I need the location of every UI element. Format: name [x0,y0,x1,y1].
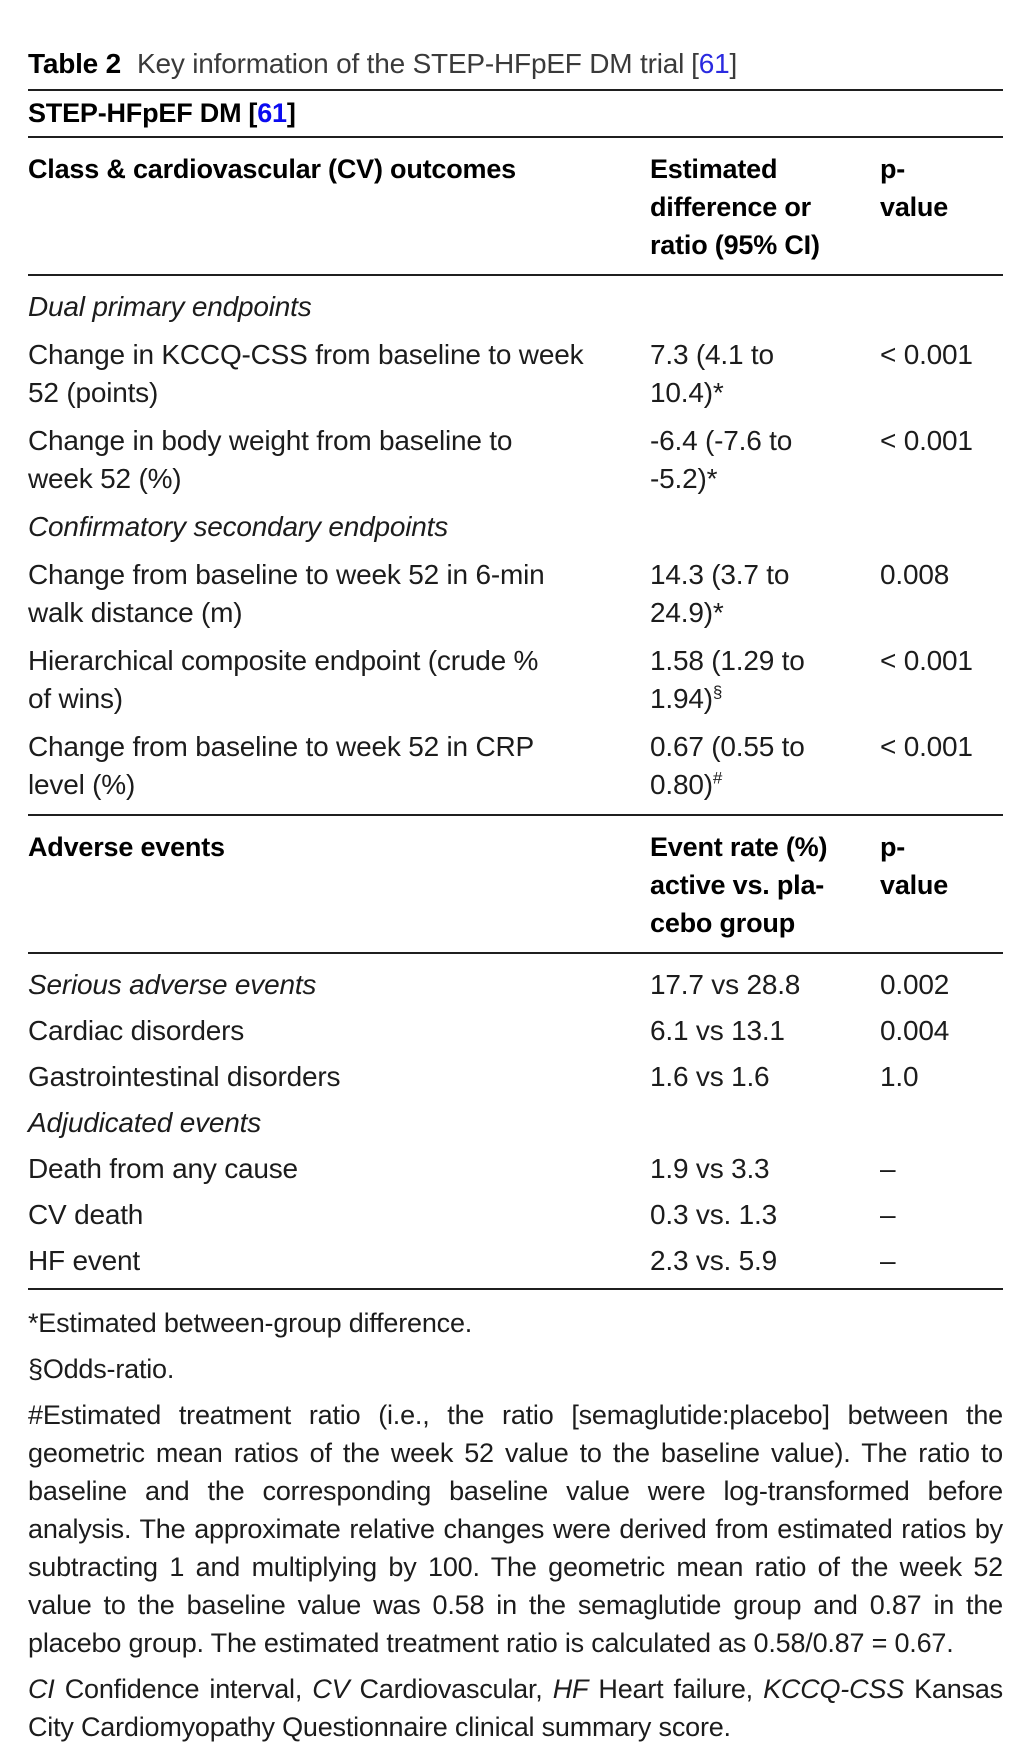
table-row: Change from baseline to week 52 in CRP l… [28,728,1003,804]
adverse-body: Serious adverse events 17.7 vs 28.8 0.00… [28,954,1003,1280]
row-rate: 0.3 vs. 1.3 [650,1199,777,1230]
rule-under-trial-name [28,136,1003,138]
row-label: Change in KCCQ-CSS from baseline to week… [28,339,584,408]
outcomes-body: Dual primary endpoints Change in KCCQ-CS… [28,276,1003,804]
row-pvalue: < 0.001 [880,425,973,456]
table-row-section: Adjudicated events [28,1104,1003,1142]
footnote-marker: # [712,768,723,788]
row-pvalue: 1.0 [880,1061,919,1092]
row-rate: 17.7 vs 28.8 [650,969,801,1000]
row-label: HF event [28,1245,140,1276]
rule-under-adverse-header [28,952,1003,954]
table-footnotes: *Estimated between-group difference. §Od… [28,1290,1003,1746]
row-pvalue: < 0.001 [880,731,973,762]
table-row: Cardiac disorders 6.1 vs 13.1 0.004 [28,1012,1003,1050]
outcomes-header-col3: p- value [880,154,949,222]
row-pvalue: 0.002 [880,969,950,1000]
table-row-section: Serious adverse events 17.7 vs 28.8 0.00… [28,966,1003,1004]
row-pvalue: 0.008 [880,559,950,590]
adverse-header-row: Adverse events Event rate (%) active vs.… [28,816,1003,952]
trial-name: STEP-HFpEF DM [28,98,242,128]
citation-link-61[interactable]: 61 [698,48,730,79]
row-estimate: 7.3 (4.1 to 10.4)* [650,339,774,408]
row-rate: 1.6 vs 1.6 [650,1061,770,1092]
outcomes-header-col2: Estimated difference or ratio (95% CI) [650,154,820,260]
row-label: Change from baseline to week 52 in CRP l… [28,731,535,800]
row-label: Change from baseline to week 52 in 6-min… [28,559,545,628]
trial-name-row: STEP-HFpEF DM [61] [28,91,1003,136]
table-row: Change in KCCQ-CSS from baseline to week… [28,336,1003,412]
table-row: Death from any cause 1.9 vs 3.3 – [28,1150,1003,1188]
table-row: HF event 2.3 vs. 5.9 – [28,1242,1003,1280]
rule-top [28,89,1003,91]
row-estimate: 14.3 (3.7 to 24.9)* [650,559,790,628]
table-row: Gastrointestinal disorders 1.6 vs 1.6 1.… [28,1058,1003,1096]
row-label: Hierarchical composite endpoint (crude %… [28,645,539,714]
table-row-section: Dual primary endpoints [28,288,1003,326]
row-pvalue: – [880,1153,896,1184]
row-label: Death from any cause [28,1153,298,1184]
row-rate: 1.9 vs 3.3 [650,1153,770,1184]
rule-above-adverse-header [28,814,1003,816]
row-pvalue: < 0.001 [880,645,973,676]
rule-bottom [28,1288,1003,1290]
row-label: Gastrointestinal disorders [28,1061,341,1092]
row-pvalue: 0.004 [880,1015,950,1046]
row-label: Serious adverse events [28,969,317,1000]
row-rate: 2.3 vs. 5.9 [650,1245,777,1276]
table-row: CV death 0.3 vs. 1.3 – [28,1196,1003,1234]
row-pvalue: – [880,1245,896,1276]
row-label: Change in body weight from baseline to w… [28,425,513,494]
citation-link-61[interactable]: 61 [257,98,287,128]
table-row: Change in body weight from baseline to w… [28,422,1003,498]
adverse-header-col3: p- value [880,832,949,900]
row-label: Dual primary endpoints [28,291,312,322]
adverse-header-col1: Adverse events [28,832,225,862]
citation-ref: [61] [248,98,296,128]
row-estimate: -6.4 (-7.6 to -5.2)* [650,425,793,494]
row-pvalue: < 0.001 [880,339,973,370]
table-row-section: Confirmatory secondary endpoints [28,508,1003,546]
footnote-asterisk: *Estimated between-group difference. [28,1308,473,1338]
row-pvalue: – [880,1199,896,1230]
footnote-section-sign: §Odds-ratio. [28,1354,175,1384]
table-title-text: Key information of the STEP-HFpEF DM tri… [137,48,685,79]
abbreviations-note: CI Confidence interval, CV Cardiovascula… [28,1674,1003,1742]
row-estimate: 0.67 (0.55 to 0.80)# [650,731,805,800]
table-caption: Table 2 Key information of the STEP-HFpEF… [28,46,1003,82]
row-label: Confirmatory secondary endpoints [28,511,449,542]
table-row: Hierarchical composite endpoint (crude %… [28,642,1003,718]
row-label: Adjudicated events [28,1107,262,1138]
footnote-marker: § [712,682,723,702]
rule-under-outcomes-header [28,274,1003,276]
table-row: Change from baseline to week 52 in 6-min… [28,556,1003,632]
outcomes-header-row: Class & cardiovascular (CV) outcomes Est… [28,138,1003,274]
row-label: CV death [28,1199,144,1230]
adverse-header-col2: Event rate (%) active vs. pla- cebo grou… [650,832,828,938]
row-label: Cardiac disorders [28,1015,245,1046]
table-number: Table 2 [28,48,122,79]
outcomes-header-col1: Class & cardiovascular (CV) outcomes [28,154,516,184]
row-estimate: 1.58 (1.29 to 1.94)§ [650,645,805,714]
footnote-hash: #Estimated treatment ratio (i.e., the ra… [28,1400,1003,1658]
citation-ref: [61] [691,48,738,79]
row-rate: 6.1 vs 13.1 [650,1015,785,1046]
